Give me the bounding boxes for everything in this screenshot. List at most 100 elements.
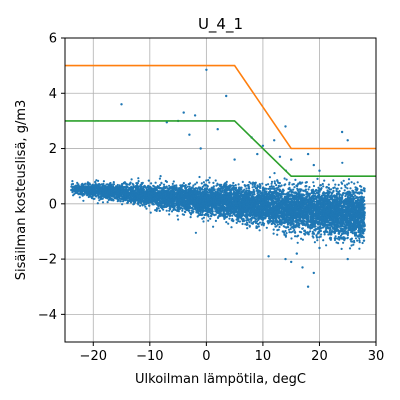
scatter-point [188, 185, 191, 188]
scatter-point [354, 237, 358, 240]
scatter-point [215, 184, 218, 187]
scatter-point [237, 183, 240, 186]
scatter-point [154, 181, 157, 184]
scatter-point [363, 187, 366, 190]
scatter-point [330, 233, 333, 236]
scatter-point [157, 207, 160, 210]
scatter-point [216, 188, 219, 191]
scatter-point [241, 222, 244, 226]
scatter-point [261, 182, 264, 185]
scatter-point [149, 211, 152, 214]
scatter-point [270, 185, 273, 188]
scatter-point [268, 185, 272, 188]
scatter-point [323, 179, 326, 182]
scatter-point [237, 220, 240, 223]
scatter-point [132, 184, 135, 187]
scatter-point [276, 233, 279, 236]
scatter-point [296, 241, 299, 244]
scatter-point [259, 184, 262, 188]
scatter-point [191, 203, 194, 206]
scatter-point [358, 237, 361, 240]
scatter-point [177, 218, 180, 221]
scatter-point [304, 190, 307, 193]
scatter-point [288, 190, 291, 193]
scatter-point [228, 189, 231, 192]
scatter-point [252, 188, 255, 191]
scatter-point [300, 237, 303, 240]
scatter-point [251, 186, 254, 189]
scatter-point [246, 227, 249, 230]
scatter-point [77, 183, 80, 186]
scatter-point [281, 197, 284, 200]
scatter-point [341, 182, 344, 185]
scatter-point [303, 232, 306, 235]
scatter-point [230, 226, 233, 229]
scatter-point [119, 200, 122, 203]
scatter-point [122, 200, 125, 203]
scatter-point [288, 181, 291, 184]
scatter-point [347, 226, 351, 229]
scatter-point [350, 244, 353, 247]
scatter-point [106, 201, 109, 204]
scatter-point [278, 182, 281, 185]
scatter-point [241, 180, 244, 183]
scatter-point [158, 177, 161, 180]
scatter-point [162, 183, 166, 186]
scatter-point [337, 235, 340, 239]
scatter-point [272, 232, 275, 235]
scatter-point [278, 217, 281, 220]
scatter-point [307, 233, 310, 236]
scatter-point [351, 240, 354, 243]
scatter-point [171, 182, 174, 185]
scatter-point [265, 226, 268, 229]
scatter-point [350, 181, 353, 184]
scatter-point [343, 189, 346, 192]
scatter-point [343, 184, 346, 187]
scatter-point [283, 177, 286, 180]
scatter-point [208, 181, 211, 184]
scatter-point [225, 180, 228, 183]
scatter-point [346, 236, 349, 239]
scatter-point [325, 185, 328, 189]
scatter-point [256, 220, 259, 223]
scatter-point [268, 176, 271, 179]
scatter-point [199, 186, 202, 189]
scatter-point [201, 188, 204, 191]
scatter-point [334, 235, 337, 238]
scatter-point [347, 178, 351, 181]
scatter-point [361, 241, 364, 245]
scatter-point [270, 180, 274, 183]
scatter-point [301, 223, 305, 226]
scatter-point [273, 182, 277, 185]
scatter-point [291, 230, 294, 233]
scatter-point [147, 179, 150, 182]
scatter-point [276, 223, 279, 226]
scatter-point [189, 216, 192, 219]
scatter-point [322, 185, 325, 188]
scatter-point [306, 191, 309, 194]
scatter-point [267, 183, 270, 186]
scatter-point [322, 239, 325, 242]
scatter-point [176, 214, 179, 217]
scatter-point [199, 188, 202, 191]
scatter-point [251, 222, 254, 225]
scatter-point [267, 187, 270, 190]
scatter-point [270, 222, 273, 225]
scatter-point [347, 229, 350, 232]
scatter-point [245, 221, 249, 224]
scatter-point [356, 198, 359, 201]
scatter-point [241, 190, 244, 193]
scatter-point [293, 229, 296, 232]
scatter-point [342, 179, 345, 182]
scatter-point [172, 180, 175, 183]
scatter-point [312, 181, 315, 184]
scatter-point [352, 197, 355, 200]
scatter-point [312, 208, 316, 211]
scatter-point [93, 197, 96, 200]
scatter-point [288, 231, 291, 234]
scatter-point [82, 199, 85, 202]
scatter-point [342, 241, 345, 244]
scatter-point [294, 178, 297, 181]
